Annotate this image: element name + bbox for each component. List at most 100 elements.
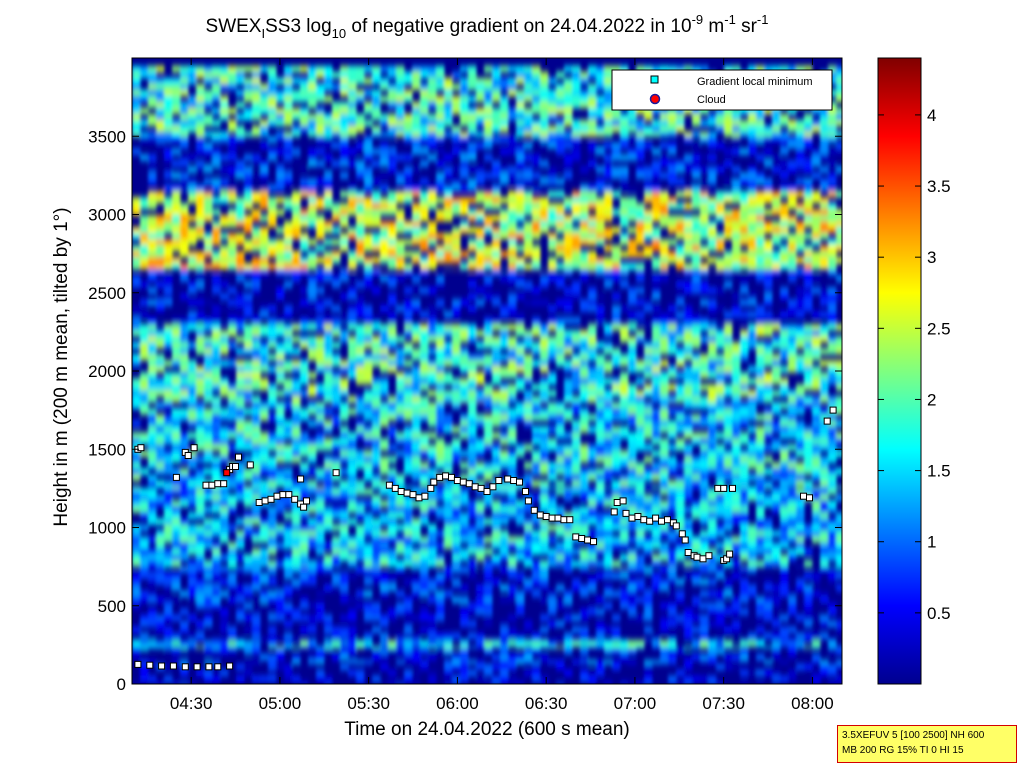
heatmap-cell	[300, 596, 309, 604]
heatmap-cell	[724, 191, 733, 198]
heatmap-cell	[204, 468, 213, 475]
heatmap-cell	[164, 530, 173, 537]
heatmap-cell	[156, 330, 165, 337]
heatmap-cell	[620, 462, 629, 469]
heatmap-cell	[372, 462, 381, 469]
heatmap-cell	[636, 378, 645, 385]
heatmap-cell	[700, 269, 709, 276]
heatmap-cell	[236, 203, 245, 210]
heatmap-cell	[700, 500, 709, 507]
heatmap-cell	[660, 408, 669, 415]
heatmap-cell	[332, 209, 341, 216]
heatmap-cell	[580, 366, 589, 373]
heatmap-cell	[684, 474, 693, 481]
heatmap-cell	[276, 506, 285, 513]
heatmap-cell	[492, 640, 501, 647]
heatmap-cell	[308, 336, 317, 343]
heatmap-cell	[820, 500, 829, 507]
heatmap-cell	[604, 408, 613, 415]
heatmap-cell	[476, 299, 485, 306]
heatmap-cell	[668, 348, 677, 355]
heatmap-cell	[188, 311, 197, 318]
heatmap-cell	[588, 348, 597, 355]
heatmap-cell	[604, 486, 613, 489]
heatmap-cell	[692, 626, 701, 634]
heatmap-cell	[524, 197, 533, 204]
heatmap-cell	[636, 494, 645, 501]
heatmap-cell	[364, 378, 373, 385]
heatmap-cell	[268, 632, 277, 640]
heatmap-cell	[292, 336, 301, 343]
heatmap-cell	[316, 660, 325, 665]
heatmap-cell	[684, 646, 693, 649]
heatmap-cell	[596, 681, 605, 684]
heatmap-cell	[596, 512, 605, 519]
heatmap-cell	[324, 512, 333, 519]
heatmap-cell	[180, 317, 189, 324]
heatmap-cell	[204, 390, 213, 397]
heatmap-cell	[220, 530, 229, 537]
heatmap-cell	[820, 462, 829, 469]
heatmap-cell	[772, 197, 781, 204]
heatmap-cell	[268, 444, 277, 451]
heatmap-cell	[828, 608, 837, 616]
heatmap-cell	[572, 426, 581, 433]
heatmap-cell	[708, 432, 717, 439]
heatmap-cell	[836, 420, 842, 427]
heatmap-cell	[268, 663, 277, 671]
heatmap-cell	[196, 420, 205, 427]
heatmap-cell	[516, 293, 525, 300]
heatmap-cell	[364, 396, 373, 403]
heatmap-cell	[740, 548, 749, 555]
heatmap-cell	[292, 536, 301, 543]
heatmap-cell	[356, 480, 365, 487]
heatmap-cell	[820, 227, 829, 234]
heatmap-cell	[292, 209, 301, 216]
heatmap-cell	[708, 402, 717, 403]
heatmap-cell	[668, 530, 677, 537]
heatmap-cell	[436, 596, 445, 604]
heatmap-cell	[292, 530, 301, 537]
heatmap-cell	[772, 438, 781, 445]
heatmap-cell	[412, 560, 421, 567]
heatmap-cell	[436, 408, 445, 415]
heatmap-cell	[804, 632, 813, 640]
heatmap-cell	[364, 530, 373, 537]
heatmap-cell	[604, 281, 613, 288]
heatmap-cell	[652, 536, 661, 543]
heatmap-cell	[756, 524, 765, 531]
heatmap-cell	[516, 408, 525, 415]
heatmap-cell	[532, 468, 541, 475]
heatmap-cell	[132, 640, 141, 647]
heatmap-cell	[660, 203, 669, 210]
heatmap-cell	[556, 646, 565, 649]
heatmap-cell	[180, 227, 189, 234]
heatmap-cell	[172, 420, 181, 427]
heatmap-cell	[420, 578, 429, 586]
heatmap-cell	[636, 444, 645, 451]
heatmap-cell	[300, 480, 309, 487]
heatmap-cell	[252, 632, 261, 640]
heatmap-cell	[444, 323, 453, 325]
heatmap-cell	[324, 462, 333, 469]
heatmap-cell	[396, 354, 405, 361]
heatmap-cell	[228, 648, 237, 655]
heatmap-cell	[228, 572, 237, 580]
heatmap-cell	[652, 396, 661, 403]
heatmap-cell	[804, 638, 813, 641]
heatmap-cell	[364, 354, 373, 361]
heatmap-cell	[756, 626, 765, 634]
heatmap-cell	[612, 646, 621, 649]
heatmap-cell	[828, 336, 837, 343]
heatmap-cell	[300, 554, 309, 561]
heatmap-cell	[196, 542, 205, 549]
heatmap-cell	[828, 402, 837, 403]
heatmap-cell	[236, 305, 245, 312]
heatmap-cell	[316, 608, 325, 616]
heatmap-cell	[196, 456, 205, 463]
heatmap-cell	[148, 221, 157, 228]
heatmap-cell	[588, 494, 597, 501]
heatmap-cell	[668, 197, 677, 204]
heatmap-cell	[740, 342, 749, 349]
